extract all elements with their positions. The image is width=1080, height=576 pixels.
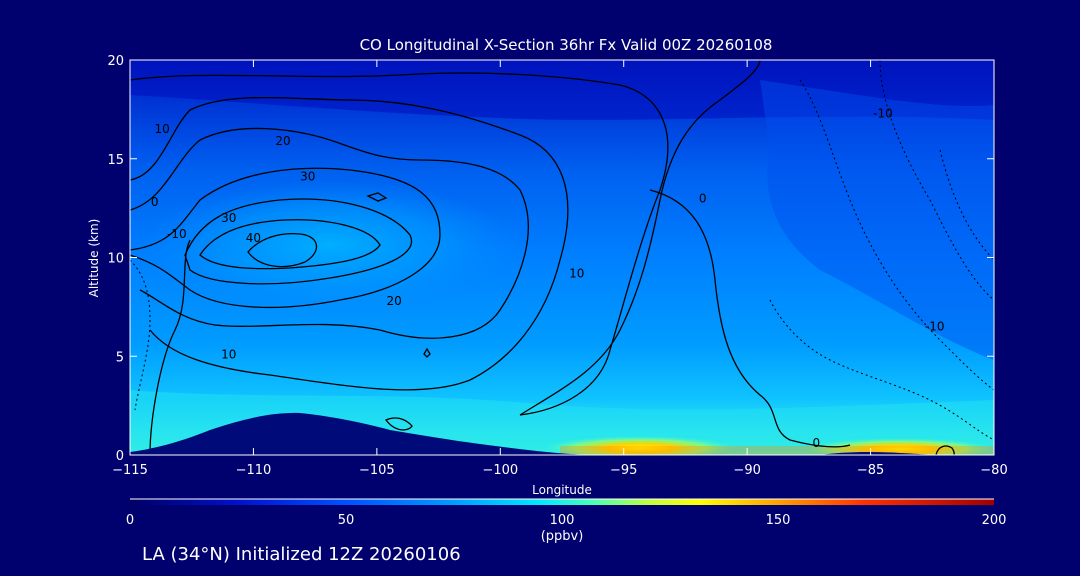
low-co-east-region	[760, 80, 994, 360]
contour-line	[130, 72, 669, 416]
contour-label: -10	[873, 106, 893, 120]
terrain	[130, 412, 610, 455]
x-tick-label: −100	[482, 463, 518, 478]
contour-line	[423, 347, 431, 358]
surface-co-streak	[560, 446, 994, 455]
x-axis: −115 −110 −105 −100 −95 −90 −85 −80	[112, 60, 1008, 478]
x-tick-label: −85	[857, 463, 884, 478]
x-tick-label: −115	[112, 463, 148, 478]
contour-label: 10	[569, 266, 584, 280]
contour-line	[199, 219, 381, 270]
colorbar-tick-label: 100	[550, 513, 575, 528]
y-tick-label: 15	[107, 153, 124, 168]
contour-line	[149, 239, 191, 455]
contour-labels: 10 20 0 -10 30 30 40 20 10 10 0 -10 -10 0	[151, 106, 945, 450]
contour-label: 20	[386, 294, 401, 308]
contour-line-negative	[130, 259, 151, 411]
contour-label: -10	[925, 320, 945, 334]
y-tick-label: 20	[107, 54, 124, 69]
mid-level-co-core	[140, 180, 520, 310]
surface-co-max-west	[545, 436, 735, 455]
colorbar-tick-label: 50	[338, 513, 355, 528]
plot-area: 10 20 0 -10 30 30 40 20 10 10 0 -10 -10 0	[130, 60, 994, 455]
chart-title: CO Longitudinal X-Section 36hr Fx Valid …	[360, 36, 773, 54]
contour-line	[935, 445, 955, 455]
x-tick-label: −90	[733, 463, 760, 478]
surface-co-max-east	[805, 438, 994, 455]
colorbar-tick-label: 150	[766, 513, 791, 528]
contour-label: -10	[167, 227, 187, 241]
contour-line	[247, 232, 318, 268]
terrain	[820, 451, 940, 455]
y-axis: 0 5 10 15 20	[107, 54, 994, 464]
contour-line	[366, 192, 388, 202]
contour-label: 40	[246, 231, 261, 245]
contour-line	[184, 198, 413, 285]
colorbar	[130, 499, 994, 505]
low-co-upper-band	[130, 60, 994, 120]
contour-line-negative	[769, 299, 994, 441]
contour-label: 30	[300, 170, 315, 184]
contour-line	[519, 60, 761, 416]
contour-label: 10	[221, 347, 236, 361]
contour-line	[130, 127, 529, 339]
contour-label: 0	[699, 191, 707, 205]
contour-label: 30	[221, 211, 236, 225]
contour-line	[649, 189, 851, 448]
x-tick-label: −80	[980, 463, 1007, 478]
x-tick-label: −105	[359, 463, 395, 478]
contour-label: 20	[275, 134, 290, 148]
colorbar-ticks: 0 50 100 150 200	[126, 513, 1007, 528]
colorbar-tick-label: 200	[982, 513, 1007, 528]
x-tick-label: −110	[236, 463, 272, 478]
contour-line	[130, 96, 569, 391]
y-tick-label: 5	[116, 350, 124, 365]
contour-line	[130, 167, 441, 309]
contour-line-negative	[939, 149, 994, 261]
contour-label: 0	[812, 436, 820, 450]
y-tick-label: 0	[116, 449, 124, 464]
y-axis-label: Altitude (km)	[87, 219, 101, 298]
x-tick-label: −95	[610, 463, 637, 478]
contour-line	[384, 417, 413, 431]
contour-label: 10	[154, 122, 169, 136]
colorbar-tick-label: 0	[126, 513, 134, 528]
colorbar-unit: (ppbv)	[541, 529, 584, 544]
contour-line-negative	[879, 60, 994, 301]
footer-location-text: LA (34°N) Initialized 12Z 20260106	[142, 544, 461, 565]
x-axis-label: Longitude	[532, 483, 592, 497]
y-tick-label: 10	[107, 252, 124, 267]
contour-label: 0	[151, 195, 159, 209]
